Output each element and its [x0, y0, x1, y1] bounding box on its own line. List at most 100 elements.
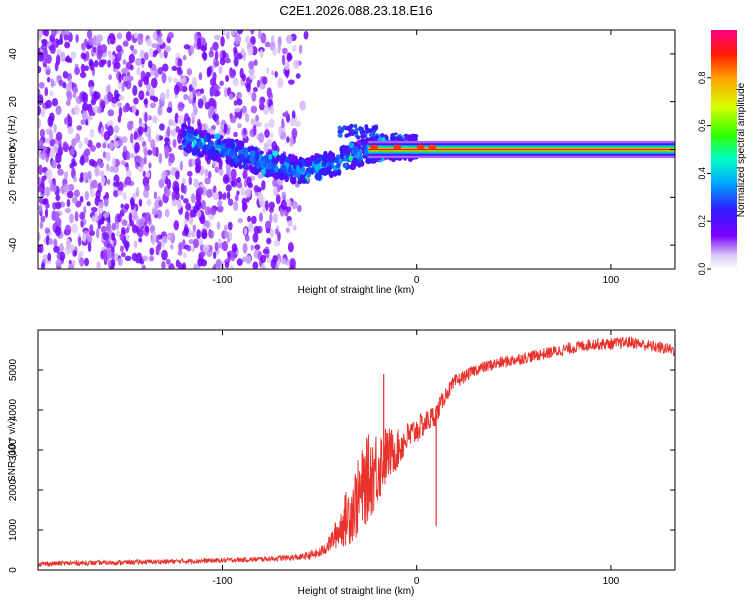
spectrogram-noise-cell	[172, 138, 177, 148]
spectrogram-noise-cell	[192, 205, 199, 213]
spectrogram-noise-cell	[131, 104, 137, 114]
spectrogram-noise-cell	[56, 163, 62, 170]
spectrogram-noise-cell	[148, 162, 152, 169]
spectrogram-noise-cell	[101, 59, 107, 65]
spectrogram-drift-cell	[339, 128, 344, 133]
spectrogram-noise-cell	[231, 180, 235, 186]
spectrogram-noise-cell	[291, 200, 298, 210]
spectrogram-noise-cell	[51, 159, 57, 169]
spectrogram-drift-cell	[314, 153, 320, 158]
spectrogram-noise-cell	[49, 90, 54, 97]
spectrogram-noise-cell	[246, 176, 252, 187]
spectrogram-noise-cell	[225, 74, 230, 82]
spectrogram-noise-cell	[168, 263, 175, 269]
spectrogram-drift-cell	[182, 129, 187, 138]
spectrogram-noise-cell	[108, 141, 114, 151]
spectrogram-noise-cell	[285, 67, 290, 79]
spectrogram-drift-cell	[198, 152, 205, 158]
spectrogram-noise-cell	[260, 254, 267, 264]
spectrogram-noise-cell	[38, 245, 43, 253]
spectrogram-noise-cell	[173, 220, 180, 231]
snr-y-tick-label: 1000	[8, 518, 19, 541]
spectrogram-noise-cell	[215, 258, 222, 269]
spectrogram-noise-cell	[64, 41, 71, 49]
spectrogram-noise-cell	[242, 256, 246, 263]
spectrogram-noise-cell	[63, 183, 70, 193]
spectrogram-x-tick-label: 0	[414, 275, 420, 286]
spectrogram-noise-cell	[107, 59, 112, 68]
spectrogram-noise-cell	[146, 38, 153, 47]
spectrogram-noise-cell	[127, 120, 133, 131]
spectrogram-noise-cell	[216, 221, 221, 230]
colorbar-ticks: 0.0 0.2 0.4 0.6 0.8	[697, 72, 711, 275]
spectrogram-noise-cell	[233, 201, 239, 212]
spectrogram-noise-cell	[53, 245, 60, 253]
spectrogram-noise-cell	[125, 31, 132, 42]
spectrogram-noise-cell	[125, 242, 129, 252]
spectrogram-noise-cell	[291, 110, 296, 120]
spectrogram-noise-cell	[130, 64, 134, 71]
spectrogram-noise-cell	[51, 98, 59, 107]
spectrogram-noise-cell	[245, 35, 250, 44]
spectrogram-noise-cell	[56, 252, 61, 261]
spectrogram-noise-cell	[196, 90, 202, 97]
spectrogram-noise-cell	[106, 163, 110, 172]
spectrogram-noise-cell	[174, 112, 179, 124]
spectrogram-noise-cell	[185, 202, 191, 211]
spectrogram-noise-cell	[166, 106, 173, 113]
spectrogram-noise-cell	[200, 45, 208, 52]
spectrogram-noise-cell	[80, 42, 86, 51]
spectrogram-noise-cell	[262, 76, 268, 85]
spectrogram-y-ticks: -40 -20 0 20 40	[8, 48, 675, 252]
spectrogram-noise-cell	[112, 165, 119, 174]
spectrogram-noise-cell	[68, 263, 75, 269]
spectrogram-noise-cell	[79, 176, 84, 183]
spectrogram-noise-cell	[186, 68, 193, 76]
spectrogram-noise-cell	[92, 46, 97, 53]
spectrogram-noise-cell	[80, 52, 87, 60]
spectrogram-noise-cell	[269, 132, 274, 139]
spectrogram-noise-cell	[51, 30, 57, 37]
spectrogram-noise-cell	[111, 96, 118, 104]
spectrogram-noise-cell	[236, 30, 244, 35]
spectrogram-noise-cell	[250, 105, 258, 114]
spectrogram-noise-cell	[207, 208, 213, 214]
spectrogram-noise-cell	[89, 224, 94, 234]
spectrogram-drift-cell	[207, 149, 214, 155]
spectrogram-noise-cell	[241, 73, 247, 82]
spectrogram-marks	[38, 30, 675, 269]
spectrogram-drift-cell	[395, 136, 403, 143]
spectrogram-noise-cell	[141, 264, 147, 269]
spectrogram-noise-cell	[165, 258, 171, 265]
spectrogram-noise-cell	[117, 190, 123, 196]
spectrogram-noise-cell	[264, 41, 271, 48]
spectrogram-noise-cell	[96, 261, 101, 269]
spectrogram-noise-cell	[157, 241, 162, 248]
spectrogram-drift-cell	[305, 167, 311, 173]
spectrogram-noise-cell	[183, 227, 190, 235]
spectrogram-noise-cell	[287, 242, 294, 253]
spectrogram-noise-cell	[178, 241, 185, 250]
spectrogram-noise-cell	[156, 30, 161, 36]
spectrogram-noise-cell	[72, 249, 77, 257]
spectrogram-noise-cell	[213, 34, 221, 41]
spectrogram-noise-cell	[135, 57, 142, 66]
spectrogram-noise-cell	[229, 264, 234, 269]
spectrogram-drift-cell	[350, 160, 357, 169]
spectrogram-noise-cell	[122, 40, 129, 47]
spectrogram-noise-cell	[182, 184, 187, 195]
spectrogram-noise-cell	[129, 44, 135, 51]
spectrogram-noise-cell	[272, 255, 278, 263]
spectrogram-drift-cell	[275, 156, 280, 163]
spectrogram-noise-cell	[79, 155, 85, 166]
spectrogram-noise-cell	[254, 244, 261, 250]
spectrogram-noise-cell	[204, 177, 211, 185]
spectrogram-noise-cell	[264, 122, 269, 130]
spectrogram-noise-cell	[113, 61, 121, 70]
spectrogram-noise-cell	[120, 160, 126, 166]
spectrogram-noise-cell	[87, 241, 92, 253]
spectrogram-noise-cell	[74, 104, 80, 115]
spectrogram-noise-cell	[208, 50, 215, 58]
spectrogram-noise-cell	[94, 165, 100, 177]
spectrogram-noise-cell	[79, 195, 84, 203]
